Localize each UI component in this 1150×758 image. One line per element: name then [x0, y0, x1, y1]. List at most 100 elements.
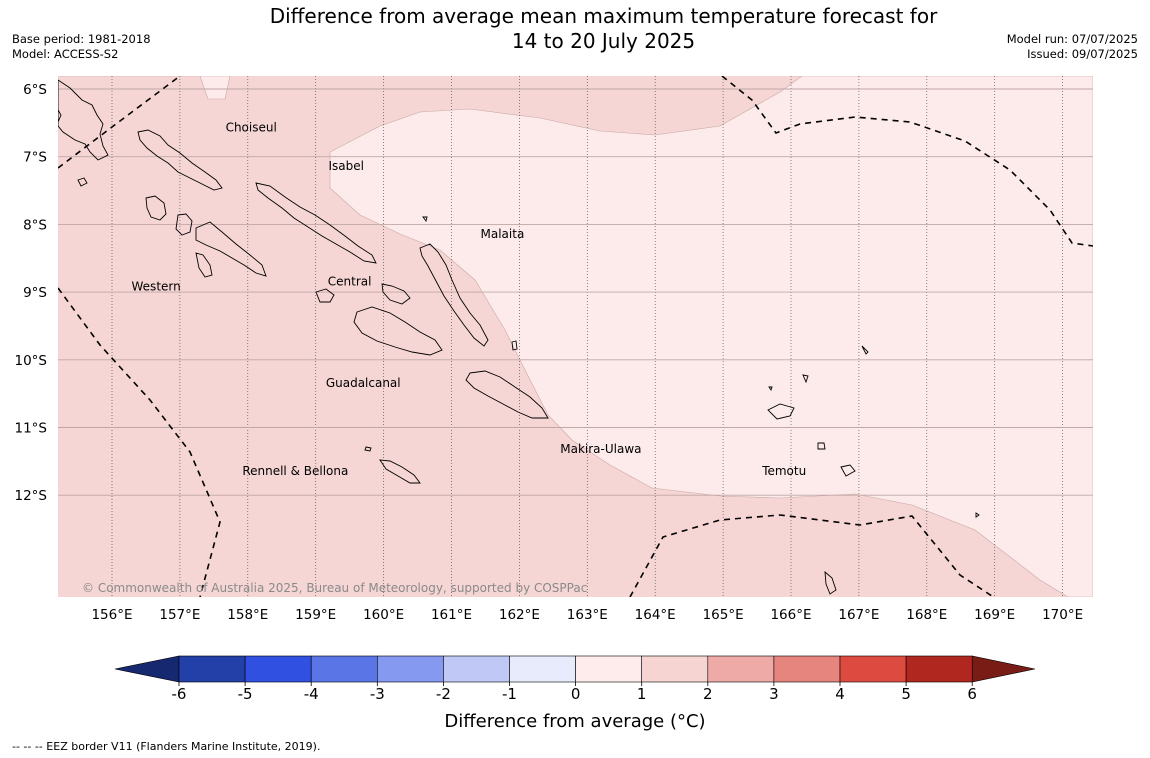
- model-name: Model: ACCESS-S2: [12, 47, 119, 61]
- lon-label: 165°E: [703, 607, 744, 623]
- lat-label: 11°S: [15, 421, 48, 437]
- title-line-1: Difference from average mean maximum tem…: [269, 4, 938, 28]
- island-buka: [58, 109, 62, 123]
- island-small-malaita: [511, 340, 518, 351]
- eez-border-west: [58, 287, 221, 597]
- colorbar-bin: [509, 655, 576, 683]
- colorbar-bin: [178, 655, 246, 683]
- region-label: Rennell & Bellona: [242, 464, 348, 478]
- colorbar-bin: [310, 655, 378, 683]
- map-title: Difference from average mean maximum tem…: [250, 4, 957, 54]
- colorbar-under-arrow: [114, 655, 180, 683]
- lon-label: 169°E: [974, 607, 1015, 623]
- graticule: [58, 76, 1093, 597]
- island-ontong-java: [861, 345, 869, 355]
- base-period: Base period: 1981-2018: [12, 32, 151, 46]
- island-nggela: [315, 288, 335, 303]
- island-bellona: [364, 446, 372, 452]
- island-malaita: [419, 243, 489, 347]
- colorbar-bin: [376, 655, 444, 683]
- map-area: Choiseul Isabel Malaita Central Western Guada…: [58, 76, 1093, 597]
- colorbar-tick-label: -4: [304, 685, 319, 703]
- lon-label: 162°E: [499, 607, 540, 623]
- lon-label: 163°E: [567, 607, 608, 623]
- colorbar-tick-label: 2: [703, 685, 713, 703]
- land-islands: [58, 79, 980, 595]
- colorbar-bin: [443, 655, 510, 683]
- region-label: Choiseul: [226, 121, 277, 135]
- island-russell: [381, 283, 411, 305]
- region-label: Makira-Ulawa: [560, 442, 641, 456]
- island-rendova: [195, 252, 213, 278]
- region-label: Malaita: [481, 227, 525, 241]
- island-choiseul: [137, 129, 223, 191]
- anomaly-zone-0-to-1: [58, 76, 1093, 597]
- island-tikopia: [824, 570, 837, 595]
- colorbar-bin: [839, 655, 907, 683]
- eez-footnote: -- -- -- EEZ border V11 (Flanders Marine…: [12, 740, 321, 753]
- colorbar-tick-label: 3: [769, 685, 779, 703]
- lon-label: 166°E: [770, 607, 811, 623]
- base-info: Base period: 1981-2018 Model: ACCESS-S2: [12, 32, 151, 62]
- lon-label: 167°E: [838, 607, 879, 623]
- colorbar-tick-label: -1: [502, 685, 517, 703]
- lat-label: 7°S: [23, 150, 47, 166]
- colorbar-bin: [773, 655, 841, 683]
- island-shortland: [77, 177, 88, 187]
- island-vella-lavella: [145, 195, 167, 221]
- colorbar-tick-label: 4: [835, 685, 845, 703]
- lat-label: 12°S: [15, 488, 48, 504]
- island-utupua: [817, 442, 826, 450]
- lat-label: 10°S: [15, 353, 48, 369]
- region-label: Temotu: [761, 464, 806, 478]
- island-makira: [465, 370, 549, 419]
- eez-border-north-west: [58, 76, 181, 169]
- title-line-2: 14 to 20 July 2025: [511, 29, 696, 53]
- colorbar-bin: [905, 655, 973, 683]
- colorbar-tick-label: 6: [967, 685, 977, 703]
- lat-label: 9°S: [23, 285, 47, 301]
- model-run: Model run: 07/07/2025: [1006, 32, 1138, 46]
- colorbar-tick-label: -3: [370, 685, 385, 703]
- lon-label: 170°E: [1042, 607, 1083, 623]
- colorbar-tick-label: 1: [637, 685, 647, 703]
- colorbar-tick-label: -6: [172, 685, 187, 703]
- island-reef-islands: [802, 374, 809, 384]
- island-small-1: [422, 216, 428, 223]
- lon-label: 164°E: [635, 607, 676, 623]
- colorbar-bin: [641, 655, 709, 683]
- colorbar-bin: [707, 655, 775, 683]
- island-vanikoro: [840, 464, 856, 477]
- island-bougainville: [58, 79, 109, 161]
- lat-label: 6°S: [23, 82, 47, 98]
- eez-border-south: [629, 514, 995, 597]
- lon-label: 161°E: [431, 607, 472, 623]
- island-rennell: [379, 459, 421, 484]
- island-duff: [768, 386, 773, 392]
- lon-label: 158°E: [227, 607, 268, 623]
- island-new-georgia: [195, 221, 267, 277]
- lon-label: 160°E: [363, 607, 404, 623]
- region-label: Guadalcanal: [326, 376, 401, 390]
- colorbar-tick-label: 0: [571, 685, 581, 703]
- colorbar: -6 -5 -4 -3 -2 -1 0 1 2 3 4 5 6: [114, 655, 1036, 703]
- axis-labels: 6°S 7°S 8°S 9°S 10°S 11°S 12°S 156°E 157°E 158°E 1…: [15, 82, 1084, 623]
- island-guadalcanal: [353, 306, 443, 356]
- eez-border-north-east: [721, 76, 1093, 247]
- lon-label: 159°E: [295, 607, 336, 623]
- colorbar-tick-label: -5: [238, 685, 253, 703]
- region-label: Isabel: [329, 159, 364, 173]
- copyright-notice: © Commonwealth of Australia 2025, Bureau…: [82, 581, 587, 595]
- island-small-2: [975, 512, 980, 518]
- run-info: Model run: 07/07/2025 Issued: 09/07/2025: [1007, 32, 1138, 62]
- lon-label: 157°E: [159, 607, 200, 623]
- region-label: Central: [328, 274, 372, 288]
- issued-date: Issued: 09/07/2025: [1027, 47, 1138, 61]
- colorbar-bin: [244, 655, 312, 683]
- lat-label: 8°S: [23, 217, 47, 233]
- colorbar-title: Difference from average (°C): [444, 711, 705, 732]
- region-labels: Choiseul Isabel Malaita Central Western Guada…: [132, 121, 807, 478]
- island-ndeni: [767, 403, 795, 420]
- colorbar-over-arrow: [971, 655, 1036, 683]
